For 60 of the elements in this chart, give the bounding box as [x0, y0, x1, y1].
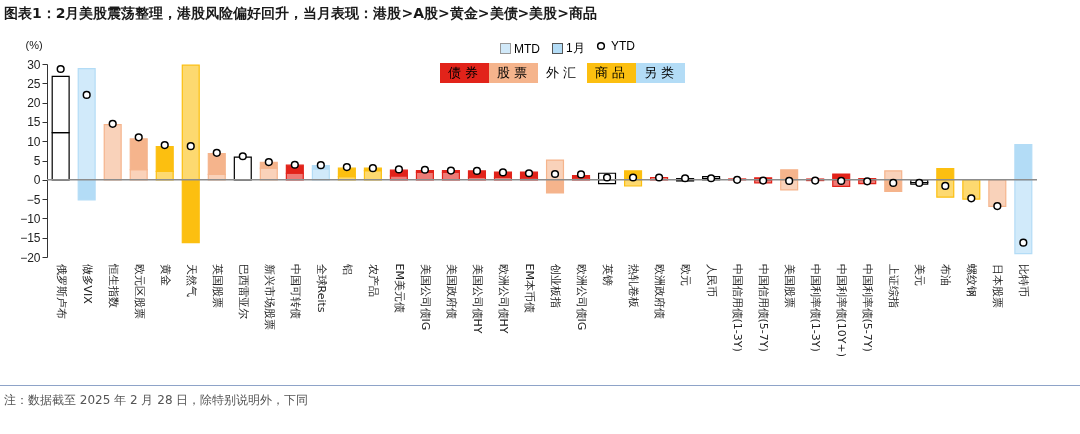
- x-tick-label: 英国股票: [210, 263, 224, 308]
- x-tick-label: EM美元债: [392, 263, 406, 313]
- x-tick-label: 欧洲公司债IG: [575, 263, 589, 331]
- x-tick-label: 日本股票: [991, 263, 1005, 308]
- x-tick-label: 比特币: [1017, 263, 1031, 297]
- y-tick-label: 10: [27, 134, 41, 149]
- x-tick-label: 恒生指数: [106, 262, 120, 308]
- x-tick-label: 农产品: [366, 263, 380, 297]
- x-tick-label: 美国公司债HY: [470, 263, 484, 334]
- x-tick-label: 美国股票: [783, 263, 797, 308]
- x-tick-label: 中国利率债(1-3Y): [809, 263, 823, 352]
- y-axis-title: (%): [25, 38, 43, 51]
- x-tick-label: 美国公司债IG: [418, 263, 432, 331]
- x-tick-label: 新兴市场股票: [262, 263, 276, 330]
- legend-label: 1月: [565, 40, 585, 57]
- x-tick-label: 天然气: [184, 263, 198, 297]
- y-tick-label: 20: [27, 96, 41, 111]
- annotation: 另类: [636, 63, 685, 83]
- x-tick-label: 中国可转债: [288, 263, 302, 319]
- x-tick-label: 全球Reits: [314, 263, 328, 313]
- x-tick-label: 中国利率债(10Y+): [835, 263, 849, 358]
- x-tick-label: 巴西雷亚尔: [236, 263, 250, 319]
- y-tick-label: −5: [26, 192, 41, 207]
- x-tick-label: 欧元: [679, 263, 693, 286]
- x-tick-label: 美国政府债: [444, 263, 458, 319]
- x-tick-label: 上证综指: [887, 263, 901, 308]
- x-tick-label: 黄金: [158, 263, 172, 286]
- x-tick-label: 布油: [939, 263, 953, 286]
- legend-label: YTD: [611, 39, 636, 53]
- x-tick-label: 俄罗斯卢布: [54, 263, 68, 319]
- x-tick-label: 英镑: [601, 263, 615, 286]
- x-tick-label: 螺纹钢: [965, 263, 979, 297]
- y-tick-label: 0: [33, 173, 41, 188]
- legend-label: MTD: [513, 41, 540, 56]
- x-tick-label: 热轧卷板: [627, 263, 641, 308]
- y-tick-label: −15: [20, 231, 41, 246]
- x-tick-label: 欧元区股票: [132, 263, 146, 319]
- x-tick-label: 中国信用债(1-3Y): [731, 263, 745, 352]
- chart-title: 图表1：2月美股震荡整理，港股风险偏好回升，当月表现：港股>A股>黄金>美债>美股>商品: [4, 5, 597, 23]
- x-tick-label: 铝: [340, 262, 354, 275]
- annotation: 商品: [587, 63, 636, 83]
- x-tick-label: 欧洲公司债HY: [496, 263, 510, 334]
- y-tick-label: 25: [27, 76, 41, 91]
- y-tick-label: 15: [27, 115, 41, 130]
- y-tick-label: 30: [27, 57, 41, 72]
- x-tick-label: 欧洲政府债: [653, 263, 667, 319]
- x-tick-label: 人民币: [705, 263, 719, 297]
- x-tick-label: EM本币债: [522, 263, 536, 313]
- x-tick-label: 美元: [913, 263, 927, 286]
- x-tick-label: 中国信用债(5-7Y): [757, 263, 771, 352]
- annotation: 外汇: [538, 63, 587, 83]
- x-tick-label: 中国利率债(5-7Y): [861, 263, 875, 352]
- y-tick-label: 5: [33, 154, 41, 168]
- y-tick-label: −20: [20, 250, 41, 265]
- annotation: 股票: [489, 63, 538, 83]
- x-tick-label: 创业板指: [549, 263, 563, 308]
- annotation: 债券: [440, 63, 489, 83]
- text: 注：数据截至 2025 年 2 月 28 日，除特别说明外，下同: [4, 392, 309, 409]
- y-tick-label: −10: [20, 211, 41, 226]
- x-tick-label: 做多VIX: [80, 263, 94, 305]
